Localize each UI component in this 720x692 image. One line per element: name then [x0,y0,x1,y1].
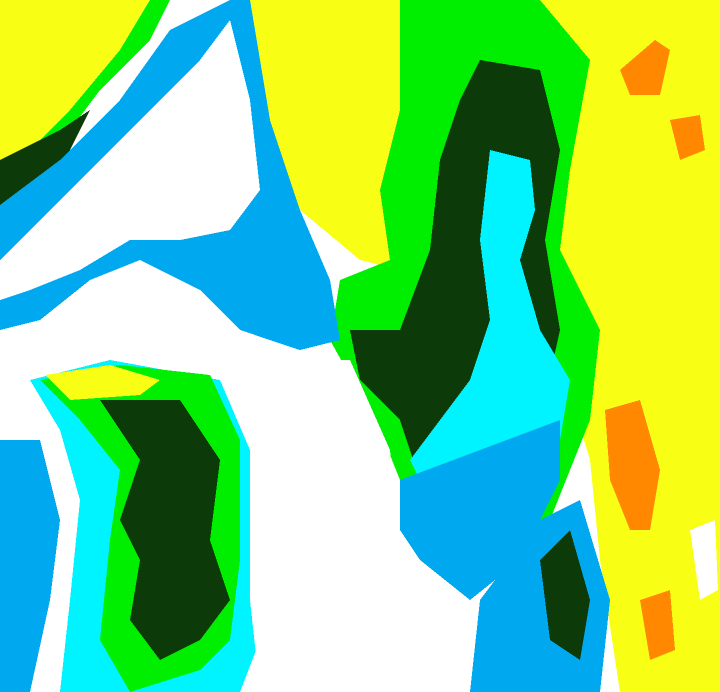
region-white-west [0,20,260,300]
region-white-east-hole [690,520,718,600]
region-yellow-east [250,0,720,692]
region-orange [620,40,670,95]
region-cyan-central [410,150,570,500]
region-yellow-southwest [45,365,160,400]
region-orange [605,400,660,530]
region-white-south [250,360,460,692]
region-orange [640,590,675,660]
region-darkgreen-southeast [540,530,590,660]
region-blue-southwest-edge [0,440,60,692]
region-orange [670,115,705,160]
region-darkgreen-northwest [0,110,90,205]
orange-patches [605,40,705,660]
region-yellow-northwest [0,0,150,170]
region-darkgreen-southwest [100,400,230,660]
